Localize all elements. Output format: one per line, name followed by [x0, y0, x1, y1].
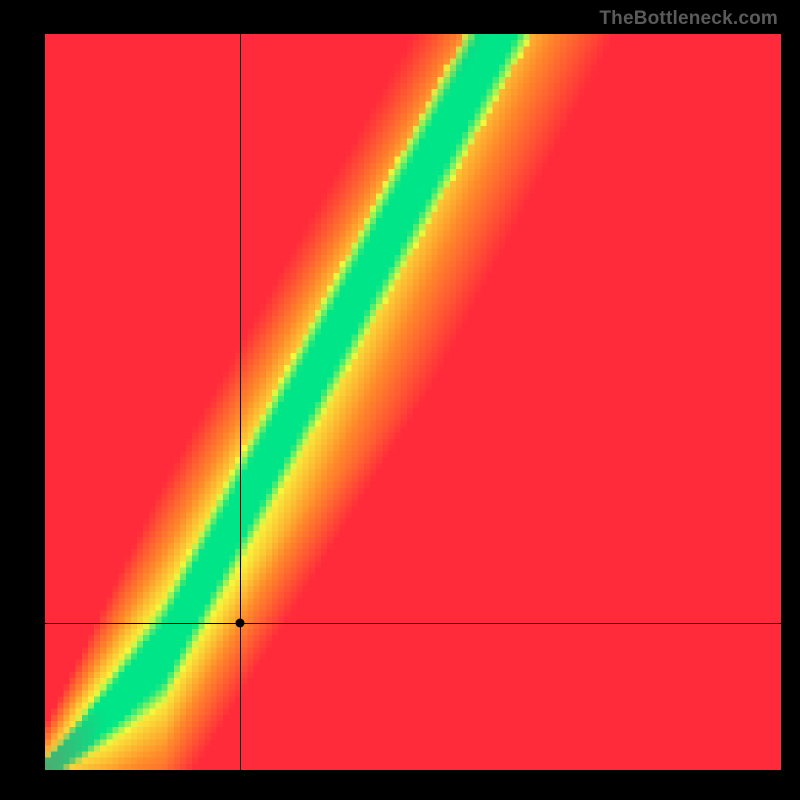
chart-container: TheBottleneck.com — [0, 0, 800, 800]
plot-area — [45, 34, 781, 770]
marker-dot — [236, 618, 245, 627]
bottleneck-heatmap — [45, 34, 781, 770]
watermark-text: TheBottleneck.com — [599, 8, 778, 30]
crosshair-vertical — [240, 34, 241, 770]
crosshair-horizontal — [45, 623, 781, 624]
